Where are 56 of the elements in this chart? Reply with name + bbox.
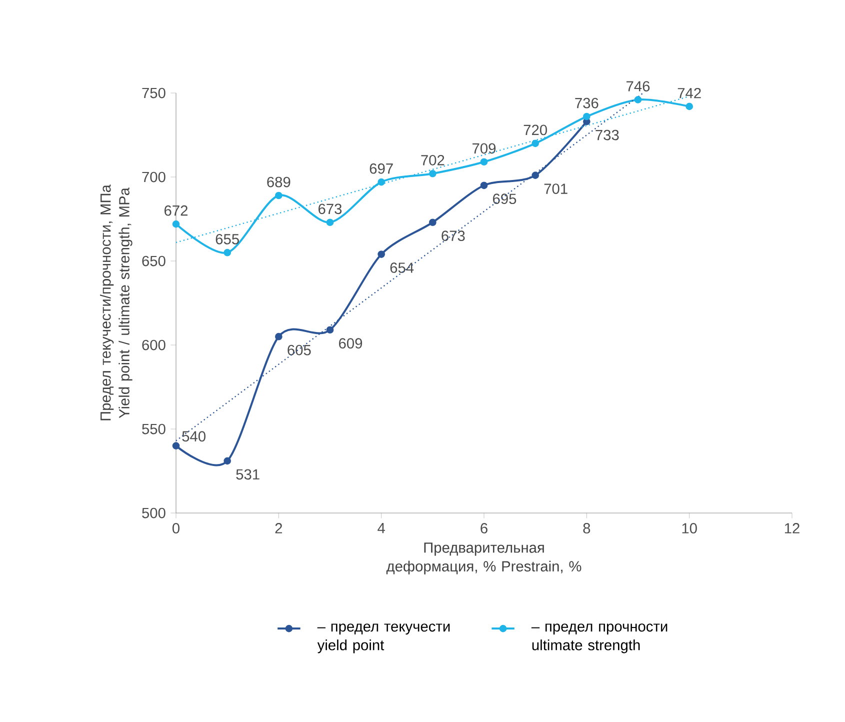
point [429,170,436,178]
data-label: 655 [216,234,239,244]
y-tick-label: 600 [142,340,166,350]
point [378,250,386,258]
y-tick-label: 550 [142,424,166,434]
x-axis-title: Предварительная деформация, % Prestrain, % [386,542,582,574]
data-label: 697 [370,163,393,174]
point [224,457,232,465]
x-tick-label: 12 [784,523,800,534]
data-label: 654 [390,262,414,273]
x-tick-label: 2 [275,523,282,534]
data-label: 605 [288,344,311,356]
point [532,140,540,148]
y-tick-label: 650 [142,256,166,266]
legend-label: – предел прочности ultimate strength [531,624,668,654]
data-label: 531 [236,469,260,480]
data-label: 720 [524,124,547,136]
point [224,248,232,256]
data-label: 746 [626,81,650,92]
point [172,442,180,450]
y-tick-label: 750 [142,88,166,98]
point [275,192,282,200]
point [634,96,642,104]
x-tick-label: 6 [480,523,488,534]
point [480,158,488,166]
data-label: 673 [442,230,465,242]
data-label: 702 [421,155,444,166]
x-tick-label: 4 [378,523,385,534]
data-label: 733 [596,130,619,140]
data-label: 701 [544,184,568,194]
data-label: 540 [182,431,206,442]
y-tick-label: 700 [142,172,166,182]
y-axis-title: Предел текучести/прочности, МПа Yield point / ultimate strength, MPa [100,184,132,420]
point [686,102,694,110]
data-label: 689 [267,176,290,188]
point [172,220,180,228]
data-label: 736 [575,98,598,108]
data-label: 609 [339,338,362,349]
point [275,332,282,340]
point [326,218,334,226]
x-tick-label: 8 [583,523,590,534]
data-label: 672 [164,205,188,216]
point [378,178,386,186]
data-label: 742 [678,88,701,98]
data-label: 673 [318,204,342,214]
x-tick-label: 0 [172,523,180,534]
point [326,326,334,334]
x-tick-label: 10 [682,523,697,534]
data-label: 695 [493,194,516,204]
point [429,218,436,226]
point [480,182,488,190]
point [532,172,540,179]
y-tick-label: 500 [142,508,166,518]
legend-label: – предел текучести yield point [317,624,450,654]
data-label: 709 [472,143,496,154]
point [583,112,590,120]
